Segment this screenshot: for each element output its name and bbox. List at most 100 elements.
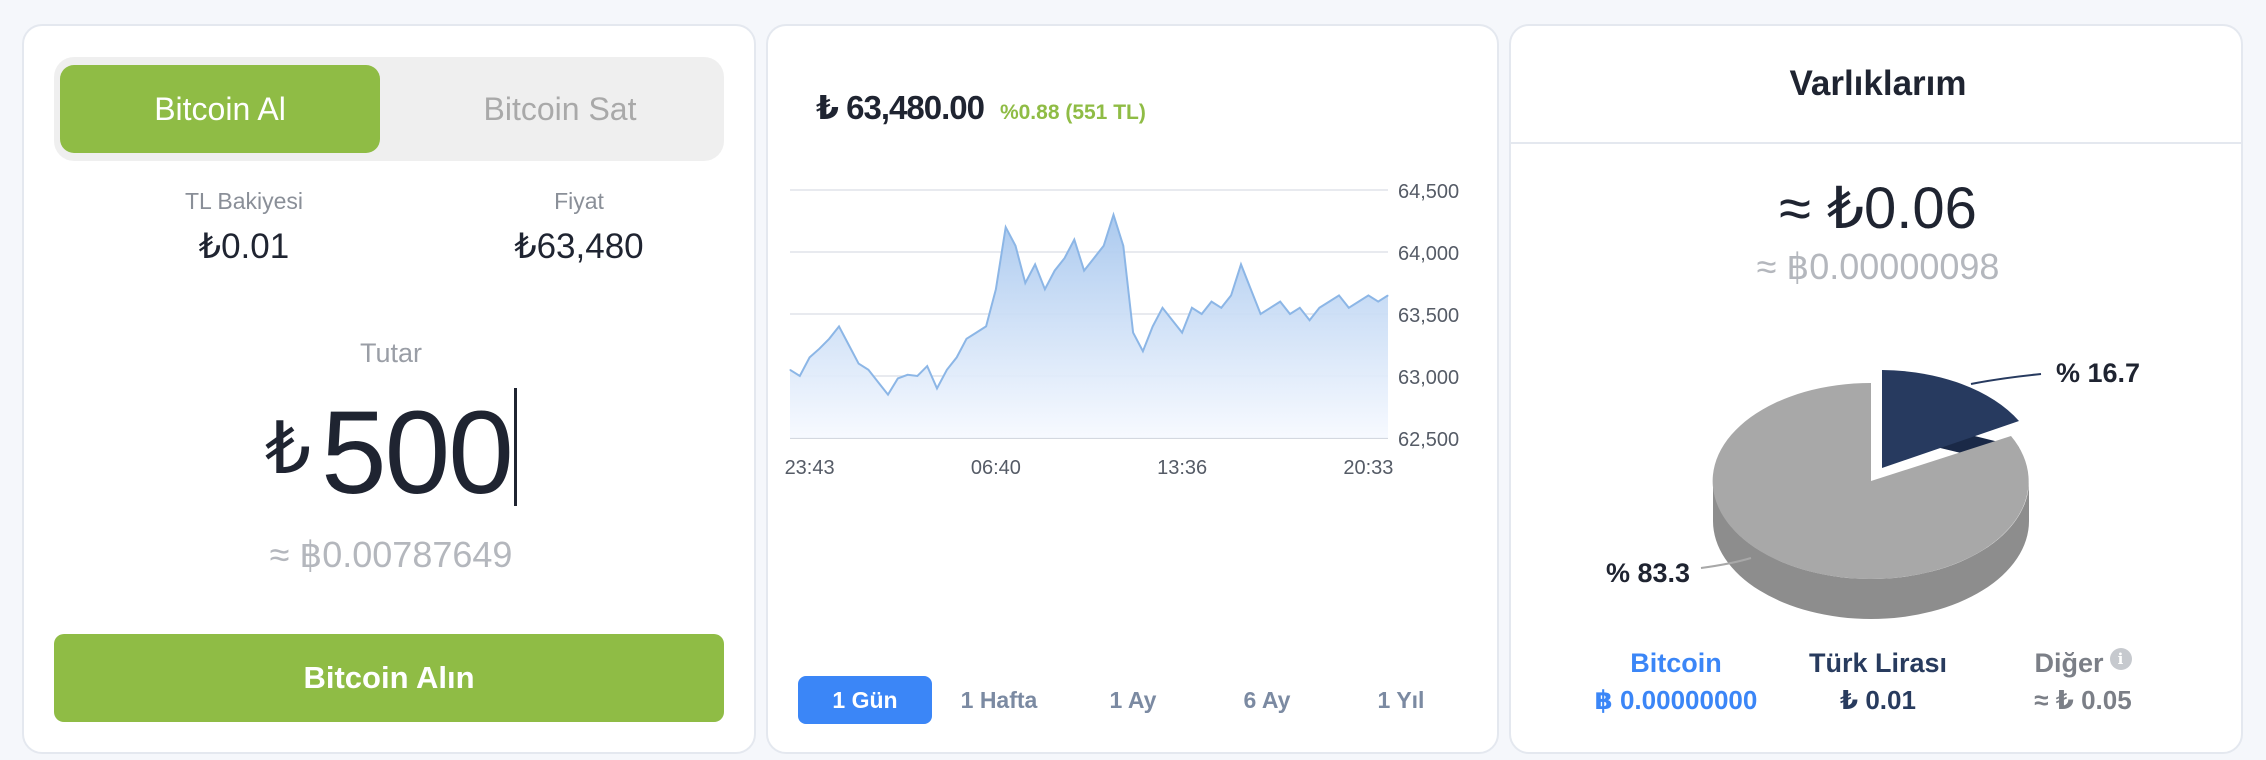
buy-sell-toggle: Bitcoin Al Bitcoin Sat	[54, 57, 724, 161]
legend-bitcoin[interactable]: Bitcoin ฿ 0.00000000	[1556, 648, 1796, 716]
price-point	[1171, 319, 1173, 321]
price-point	[1211, 301, 1213, 303]
tab-buy-bitcoin[interactable]: Bitcoin Al	[60, 65, 380, 153]
legend-tl-name: Türk Lirası	[1808, 648, 1948, 678]
price-point	[1309, 319, 1311, 321]
price-point	[985, 325, 987, 327]
price-point	[995, 288, 997, 290]
price-point	[1358, 301, 1360, 303]
legend-other[interactable]: Diğer i ≈ ₺ 0.05	[1963, 648, 2203, 716]
legend-other-name: Diğer	[2034, 648, 2104, 678]
price-point	[1024, 282, 1026, 284]
assets-pie-chart: % 16.7 % 83.3	[1606, 358, 2140, 619]
price-point	[1338, 294, 1340, 296]
pie-label-large: % 83.3	[1606, 558, 1690, 588]
price-point	[789, 369, 791, 371]
y-tick-label: 64,500	[1398, 181, 1459, 203]
range-button-4[interactable]: 1 Yıl	[1377, 686, 1425, 713]
price-point	[828, 338, 830, 340]
price-point	[1191, 307, 1193, 309]
assets-title: Varlıklarım	[1511, 26, 2241, 144]
legend-tl-amount: ₺ 0.01	[1840, 685, 1916, 715]
price-point	[1220, 307, 1222, 309]
price-point	[877, 381, 879, 383]
price-point	[1279, 301, 1281, 303]
pie-slice-other-side	[1713, 481, 2029, 619]
price-point	[1152, 325, 1154, 327]
x-tick-label: 06:40	[971, 457, 1021, 479]
chart-header: ₺ 63,480.00 %0.88 (551 TL)	[816, 88, 1146, 127]
price-point	[956, 356, 958, 358]
price-point	[1073, 239, 1075, 241]
price-point	[1201, 313, 1203, 315]
price-chart-card: ₺ 63,480.00 %0.88 (551 TL) 64,500 64,000 6…	[766, 24, 1499, 754]
legend-turkish-lira[interactable]: Türk Lirası ₺ 0.01	[1758, 648, 1998, 716]
price-point	[848, 344, 850, 346]
price-point	[1250, 288, 1252, 290]
price-point	[1132, 332, 1134, 334]
lira-currency-icon: ₺	[265, 409, 311, 489]
amount-btc-equivalent: ≈ ฿0.00787649	[269, 534, 513, 575]
price-point	[916, 375, 918, 377]
amount-value[interactable]: 500	[320, 387, 514, 519]
price-point	[1299, 307, 1301, 309]
legend-other-amount: ≈ ₺ 0.05	[2034, 685, 2132, 715]
price-point	[1005, 226, 1007, 228]
range-button-0[interactable]: 1 Gün	[798, 676, 932, 724]
price-label: Fiyat	[554, 188, 604, 214]
amount-input[interactable]: ₺ 500	[24, 387, 754, 519]
price-area-fill	[790, 214, 1388, 438]
legend-bitcoin-amount: ฿ 0.00000000	[1594, 685, 1758, 715]
y-tick-label: 63,000	[1398, 367, 1459, 389]
range-button-1[interactable]: 1 Hafta	[960, 686, 1038, 713]
price-value: ₺63,480	[514, 227, 644, 266]
price-point	[975, 332, 977, 334]
price-point	[1063, 257, 1065, 259]
price-area-chart: 64,500 64,000 63,500 63,000 62,500 23:43 06:4…	[785, 181, 1460, 479]
y-tick-label: 64,000	[1398, 243, 1459, 265]
price-point	[809, 356, 811, 358]
range-button-2[interactable]: 1 Ay	[1109, 686, 1157, 713]
price-change: %0.88 (551 TL)	[999, 101, 1146, 124]
amount-label: Tutar	[359, 338, 422, 368]
total-tl-value: ≈ ₺0.06	[1779, 176, 1977, 241]
price-point	[1044, 288, 1046, 290]
x-tick-label: 13:36	[1157, 457, 1207, 479]
price-point	[887, 394, 889, 396]
tab-sell-bitcoin[interactable]: Bitcoin Sat	[483, 90, 637, 127]
price-point	[1103, 245, 1105, 247]
legend-other-name-row: Diğer i	[1963, 648, 2203, 679]
price-point	[1269, 307, 1271, 309]
price-stat: Fiyat ₺63,480	[429, 188, 729, 267]
price-point	[1113, 214, 1115, 216]
price-point	[1014, 245, 1016, 247]
pie-slice-other	[1712, 382, 2029, 579]
y-tick-label: 63,500	[1398, 305, 1459, 327]
pie-leader-large	[1700, 557, 1752, 569]
price-point	[1093, 257, 1095, 259]
y-tick-label: 62,500	[1398, 429, 1459, 451]
price-point	[1230, 294, 1232, 296]
price-point	[799, 375, 801, 377]
total-btc-value: ≈ ฿0.00000098	[1756, 246, 2000, 287]
price-line	[789, 211, 1389, 397]
price-point	[1240, 263, 1242, 265]
buy-bitcoin-button[interactable]: Bitcoin Alın	[54, 634, 724, 722]
price-point	[1054, 270, 1056, 272]
price-point	[907, 374, 909, 376]
trade-card: Bitcoin Al Bitcoin Sat TL Bakiyesi ₺0.01…	[22, 24, 756, 754]
info-icon[interactable]: i	[2109, 648, 2132, 670]
current-price: ₺ 63,480.00	[816, 89, 985, 126]
price-point	[1142, 350, 1144, 352]
tl-balance-value: ₺0.01	[198, 227, 290, 266]
legend-bitcoin-name: Bitcoin	[1630, 648, 1722, 678]
price-point	[1034, 263, 1036, 265]
price-point	[1260, 313, 1262, 315]
price-point	[1162, 307, 1164, 309]
price-point	[1328, 301, 1330, 303]
pie-leader-small	[1970, 373, 2042, 385]
range-button-3[interactable]: 6 Ay	[1243, 686, 1291, 713]
price-point	[818, 348, 820, 350]
price-point	[1122, 245, 1124, 247]
price-point	[1289, 313, 1291, 315]
